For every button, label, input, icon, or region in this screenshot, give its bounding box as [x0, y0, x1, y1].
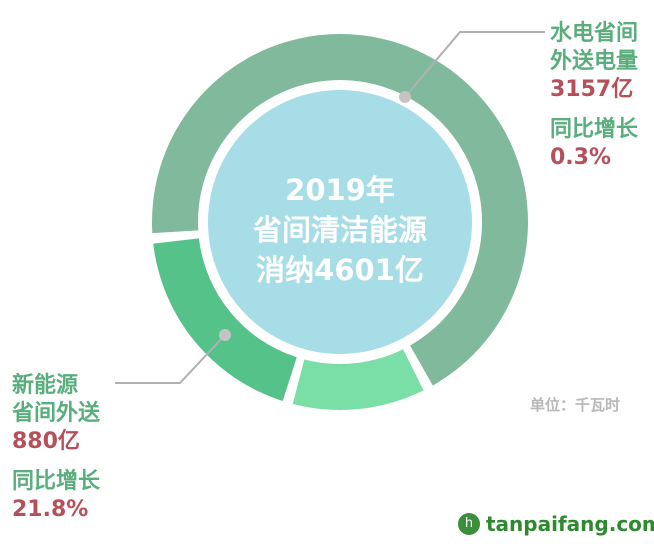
- hydro-yoy-label: 同比增长: [550, 117, 639, 142]
- center-title-line: 省间清洁能源: [252, 213, 427, 247]
- leader-dot: [399, 91, 411, 103]
- watermark-text: tanpaifang.com: [486, 512, 654, 536]
- donut-center: [208, 90, 472, 354]
- center-title-line: 2019年: [285, 173, 395, 207]
- leader-line: [404, 31, 545, 98]
- watermark-logo: h: [458, 513, 480, 535]
- new-energy-name: 省间外送: [12, 401, 101, 426]
- center-title-line: 消纳4601亿: [256, 253, 424, 287]
- hydro-yoy: 0.3%: [550, 145, 612, 170]
- hydro-label: 水电省间 外送电量 3157亿 同比增长 0.3%: [550, 20, 638, 172]
- donut-slice: [292, 349, 424, 410]
- new-energy-label: 新能源 省间外送 880亿 同比增长 21.8%: [12, 372, 100, 524]
- new-energy-yoy-label: 同比增长: [12, 469, 101, 494]
- donut-slice: [153, 238, 297, 402]
- new-energy-value: 880亿: [12, 429, 80, 454]
- new-energy-name: 新能源: [12, 373, 79, 398]
- leader-dot: [219, 329, 231, 341]
- unit-note: 单位：千瓦时: [530, 396, 621, 414]
- hydro-name: 外送电量: [550, 49, 639, 74]
- hydro-value: 3157亿: [550, 77, 634, 102]
- leader-line: [115, 334, 226, 384]
- hydro-name: 水电省间: [550, 21, 639, 46]
- center-title: 2019年 省间清洁能源 消纳4601亿: [210, 170, 470, 290]
- new-energy-yoy: 21.8%: [12, 497, 89, 522]
